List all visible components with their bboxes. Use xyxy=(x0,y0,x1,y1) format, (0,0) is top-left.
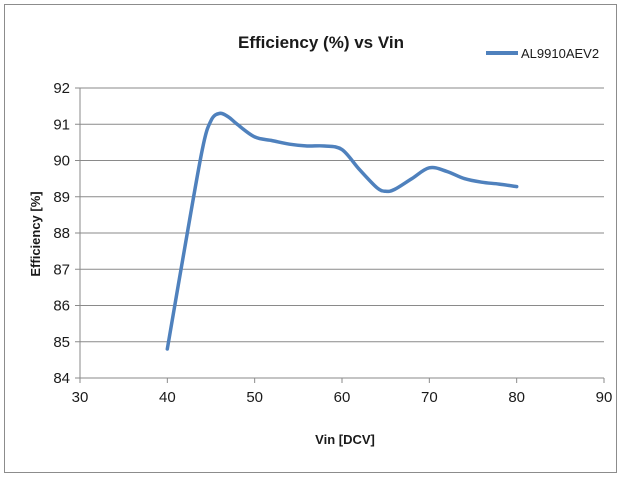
x-tick-label: 40 xyxy=(159,389,176,406)
y-tick-label: 88 xyxy=(53,225,70,242)
chart-title: Efficiency (%) vs Vin xyxy=(238,33,404,52)
legend-label: AL9910AEV2 xyxy=(521,46,599,61)
y-tick-labels: 84 85 86 87 88 89 90 91 92 xyxy=(53,80,70,387)
y-tick-label: 84 xyxy=(53,370,70,387)
y-tick-label: 90 xyxy=(53,153,70,170)
y-tick-label: 86 xyxy=(53,298,70,315)
chart-frame xyxy=(4,4,617,473)
grid-lines xyxy=(75,87,604,379)
x-tick-label: 50 xyxy=(246,389,263,406)
y-tick-label: 89 xyxy=(53,189,70,206)
y-tick-label: 91 xyxy=(53,116,70,133)
x-tick-label: 30 xyxy=(72,389,89,406)
legend: AL9910AEV2 xyxy=(486,46,599,61)
x-tick-labels: 30 40 50 60 70 80 90 xyxy=(72,389,613,406)
series-line-al9910aev2 xyxy=(165,111,519,351)
axes xyxy=(79,88,605,383)
y-tick-label: 85 xyxy=(53,334,70,351)
x-tick-label: 70 xyxy=(421,389,438,406)
x-tick-label: 60 xyxy=(334,389,351,406)
x-tick-label: 90 xyxy=(596,389,613,406)
y-tick-label: 87 xyxy=(53,261,70,278)
y-axis-label: Efficiency [%] xyxy=(28,191,43,276)
x-axis-label: Vin [DCV] xyxy=(315,432,375,447)
x-tick-label: 80 xyxy=(508,389,525,406)
y-tick-label: 92 xyxy=(53,80,70,97)
